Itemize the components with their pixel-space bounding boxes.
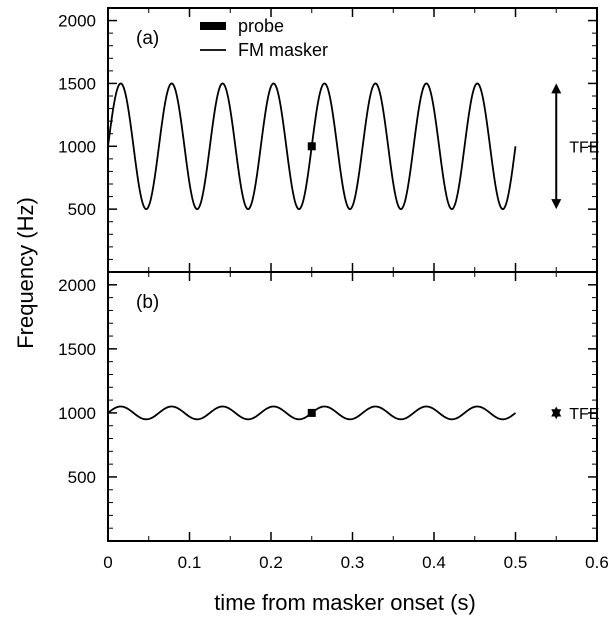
panel-0-y-tick-label: 1500 <box>58 74 96 93</box>
panel-0-tfe-arrow-head-down <box>551 199 562 210</box>
panel-1-y-tick-label: 500 <box>68 468 96 487</box>
x-tick-label: 0.1 <box>178 553 202 572</box>
panel-1-tfe-arrow-head-down <box>551 409 562 420</box>
panel-1-tfe-label: TFE <box>569 406 599 423</box>
x-tick-label: 0.3 <box>341 553 365 572</box>
panel-1-label: (b) <box>136 292 159 313</box>
x-axis-title: time from masker onset (s) <box>214 590 476 615</box>
panel-1-y-tick-label: 1500 <box>58 340 96 359</box>
panel-0-y-tick-label: 500 <box>68 200 96 219</box>
panel-0-probe-marker <box>307 142 316 151</box>
panel-0-y-tick-label: 1000 <box>58 137 96 156</box>
x-tick-label: 0.5 <box>504 553 528 572</box>
x-tick-label: 0 <box>103 553 112 572</box>
legend-entry-label: probe <box>238 16 284 36</box>
panel-1-y-tick-label: 2000 <box>58 276 96 295</box>
legend-entry-label: FM masker <box>238 40 328 60</box>
panel-0-frame <box>107 7 598 273</box>
panel-0-label: (a) <box>136 28 159 49</box>
panel-0-y-tick-label: 2000 <box>58 12 96 31</box>
panel-1-frame <box>107 271 598 542</box>
x-tick-label: 0.4 <box>422 553 446 572</box>
legend-probe-swatch <box>200 22 226 30</box>
panel-0-tfe-arrow-head-up <box>551 83 562 94</box>
panel-1-probe-marker <box>307 408 316 417</box>
panel-1-y-tick-label: 1000 <box>58 404 96 423</box>
x-tick-label: 0.6 <box>585 553 609 572</box>
panel-0-tfe-label: TFE <box>569 139 599 156</box>
x-tick-label: 0.2 <box>259 553 283 572</box>
y-axis-title: Frequency (Hz) <box>13 197 38 349</box>
